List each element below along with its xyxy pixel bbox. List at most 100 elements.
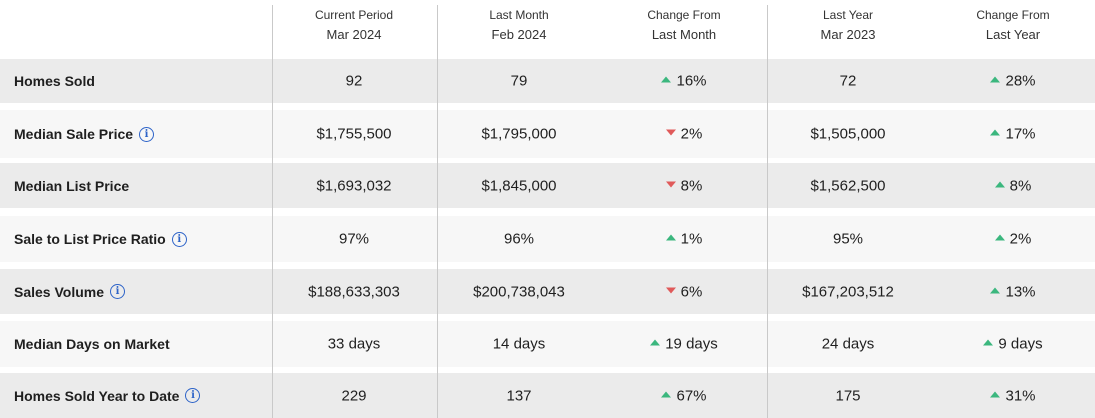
- cell-value: 67%: [676, 387, 707, 404]
- triangle-up-icon: [661, 391, 672, 398]
- row-label-text: Sale to List Price Ratio: [14, 231, 166, 247]
- cell-value: 1%: [680, 230, 703, 248]
- column-header: Change From Last Year: [938, 6, 1088, 44]
- cell-value: 92: [345, 72, 363, 90]
- cell-current: $1,693,032: [279, 177, 429, 194]
- cell-chg-year: 2%: [938, 231, 1088, 248]
- triangle-down-icon: [665, 129, 676, 136]
- cell-chg-month: 16%: [609, 73, 759, 90]
- triangle-up-icon: [650, 339, 661, 346]
- triangle-up-icon: [983, 339, 994, 346]
- cell-chg-month: 8%: [609, 177, 759, 194]
- cell-value: 14 days: [492, 335, 546, 353]
- cell-current: $188,633,303: [279, 283, 429, 300]
- column-header: Current Period Mar 2024: [279, 6, 429, 44]
- triangle-up-icon: [665, 234, 676, 241]
- cell-value: 79: [510, 72, 528, 90]
- cell-chg-year: 17%: [938, 126, 1088, 143]
- column-header-line1: Change From: [976, 8, 1050, 22]
- cell-value: 95%: [832, 230, 864, 248]
- cell-last-year: 95%: [773, 231, 923, 248]
- cell-current: 97%: [279, 231, 429, 248]
- column-divider: [767, 5, 768, 418]
- column-header-line2: Last Year: [985, 27, 1041, 42]
- cell-value: $1,795,000: [481, 125, 557, 143]
- cell-value: 19 days: [665, 335, 718, 353]
- cell-value: 24 days: [821, 335, 875, 353]
- info-icon[interactable]: i: [139, 126, 155, 142]
- row-label-text: Median List Price: [14, 177, 130, 194]
- cell-value: $1,693,032: [316, 177, 392, 194]
- column-divider: [272, 5, 273, 418]
- cell-chg-year: 31%: [938, 387, 1088, 404]
- cell-value: 16%: [676, 72, 707, 90]
- triangle-up-icon: [990, 129, 1001, 136]
- cell-value: $188,633,303: [308, 283, 400, 300]
- column-header-line1: Last Month: [489, 8, 549, 22]
- cell-current: 229: [279, 387, 429, 404]
- cell-last-year: 24 days: [773, 336, 923, 353]
- column-header: Last Year Mar 2023: [773, 6, 923, 44]
- table-header: Current Period Mar 2024 Last Month Feb 2024…: [0, 0, 1095, 58]
- row-label: Median Days on Market: [14, 336, 170, 352]
- cell-last-month: $200,738,043: [444, 283, 594, 300]
- info-icon[interactable]: i: [171, 231, 187, 247]
- info-icon[interactable]: i: [185, 388, 201, 403]
- cell-value: $1,505,000: [810, 125, 886, 143]
- cell-value: 97%: [338, 230, 370, 248]
- cell-value: 6%: [680, 283, 703, 300]
- column-header-line1: Change From: [647, 8, 721, 22]
- table-row: Sale to List Price Ratio i 97% 96% 1% 95% 2%: [0, 216, 1095, 262]
- triangle-up-icon: [661, 76, 672, 83]
- row-label-text: Median Sale Price: [14, 126, 134, 142]
- cell-last-month: 137: [444, 387, 594, 404]
- row-label: Homes Sold Year to Date i: [14, 387, 201, 404]
- cell-value: $167,203,512: [802, 283, 894, 300]
- cell-value: $200,738,043: [473, 283, 565, 300]
- column-header-line1: Current Period: [314, 8, 394, 22]
- cell-chg-year: 28%: [938, 73, 1088, 90]
- cell-last-year: $1,505,000: [773, 126, 923, 143]
- row-label: Homes Sold: [14, 73, 95, 89]
- cell-last-year: $1,562,500: [773, 177, 923, 194]
- cell-value: 175: [835, 387, 861, 404]
- table-row: Median Sale Price i $1,755,500 $1,795,000 2%…: [0, 110, 1095, 158]
- row-label-text: Homes Sold Year to Date: [14, 387, 180, 404]
- column-header-line1: Last Year: [822, 8, 874, 22]
- row-label: Median Sale Price i: [14, 126, 155, 142]
- cell-last-year: 72: [773, 73, 923, 90]
- cell-value: $1,755,500: [316, 125, 392, 143]
- triangle-down-icon: [665, 287, 676, 294]
- cell-chg-month: 1%: [609, 231, 759, 248]
- triangle-up-icon: [990, 287, 1001, 294]
- cell-current: 33 days: [279, 336, 429, 353]
- row-label-text: Homes Sold: [14, 73, 95, 89]
- cell-chg-month: 2%: [609, 126, 759, 143]
- table-row: Sales Volume i $188,633,303 $200,738,043 6% $…: [0, 269, 1095, 314]
- cell-value: $1,562,500: [810, 177, 886, 194]
- cell-value: 9 days: [998, 335, 1043, 353]
- cell-chg-month: 6%: [609, 283, 759, 300]
- triangle-up-icon: [990, 76, 1001, 83]
- cell-last-year: 175: [773, 387, 923, 404]
- column-divider: [437, 5, 438, 418]
- cell-last-month: $1,795,000: [444, 126, 594, 143]
- row-label: Sales Volume i: [14, 283, 126, 300]
- cell-current: 92: [279, 73, 429, 90]
- row-label-text: Sales Volume: [14, 283, 105, 300]
- cell-value: 2%: [680, 125, 703, 143]
- table-row: Homes Sold Year to Date i 229 137 67% 175 31%: [0, 373, 1095, 418]
- cell-last-month: 14 days: [444, 336, 594, 353]
- table-row: Median List Price $1,693,032 $1,845,000 8% $…: [0, 163, 1095, 208]
- triangle-up-icon: [990, 391, 1001, 398]
- cell-value: $1,845,000: [481, 177, 557, 194]
- cell-last-month: $1,845,000: [444, 177, 594, 194]
- column-header-line2: Mar 2023: [820, 27, 876, 42]
- cell-value: 96%: [503, 230, 535, 248]
- info-icon[interactable]: i: [110, 284, 126, 299]
- cell-value: 72: [839, 72, 857, 90]
- cell-chg-month: 67%: [609, 387, 759, 404]
- cell-chg-month: 19 days: [609, 336, 759, 353]
- column-header-line2: Mar 2024: [326, 27, 382, 42]
- cell-value: 31%: [1005, 387, 1036, 404]
